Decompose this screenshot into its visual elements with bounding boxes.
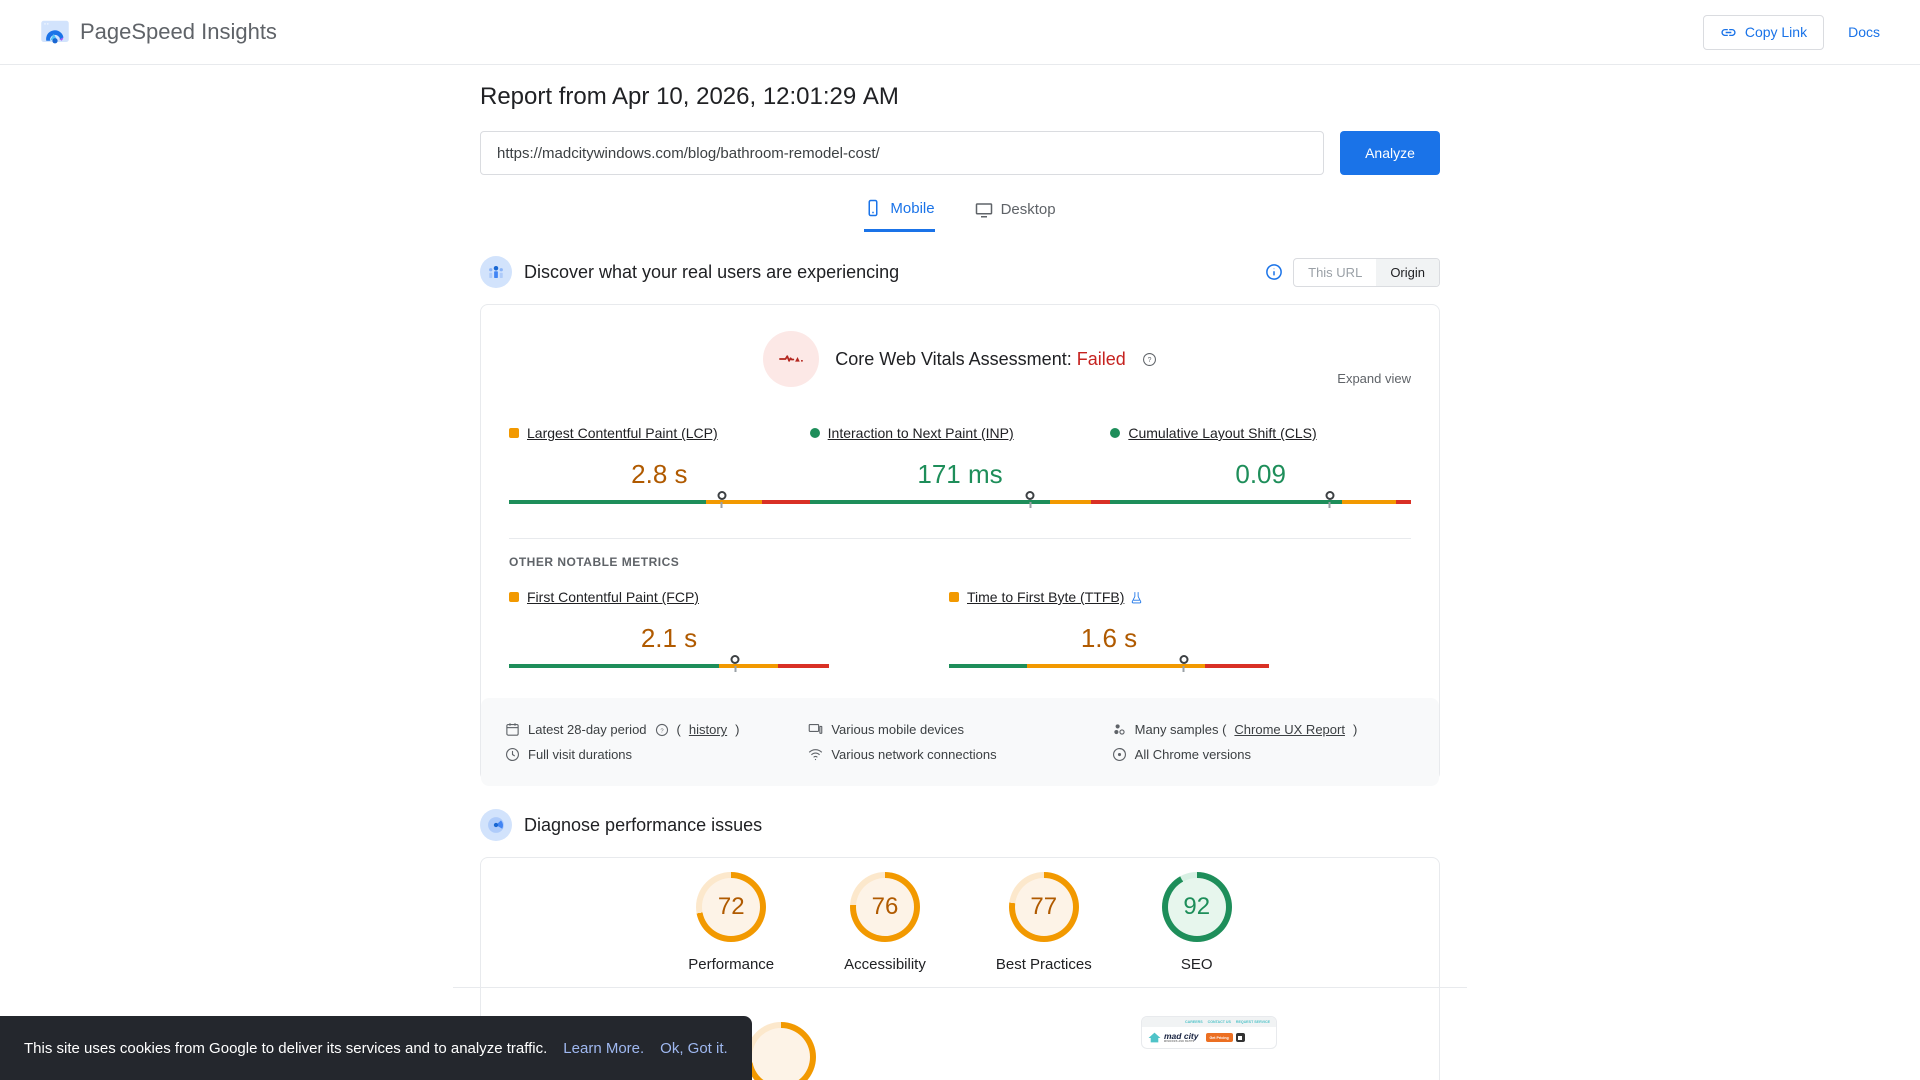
svg-text:?: ?: [660, 728, 664, 734]
svg-text:?: ?: [1147, 357, 1151, 364]
